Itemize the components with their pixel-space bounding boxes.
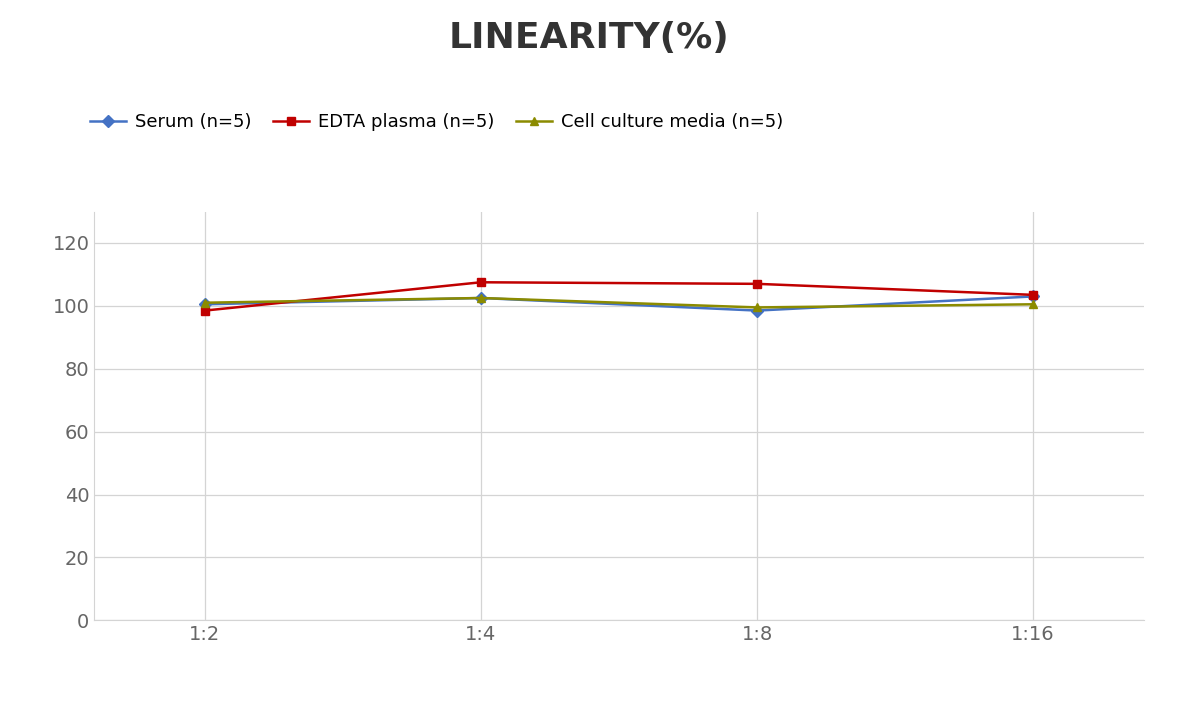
Text: LINEARITY(%): LINEARITY(%): [449, 21, 730, 55]
Legend: Serum (n=5), EDTA plasma (n=5), Cell culture media (n=5): Serum (n=5), EDTA plasma (n=5), Cell cul…: [83, 106, 791, 138]
